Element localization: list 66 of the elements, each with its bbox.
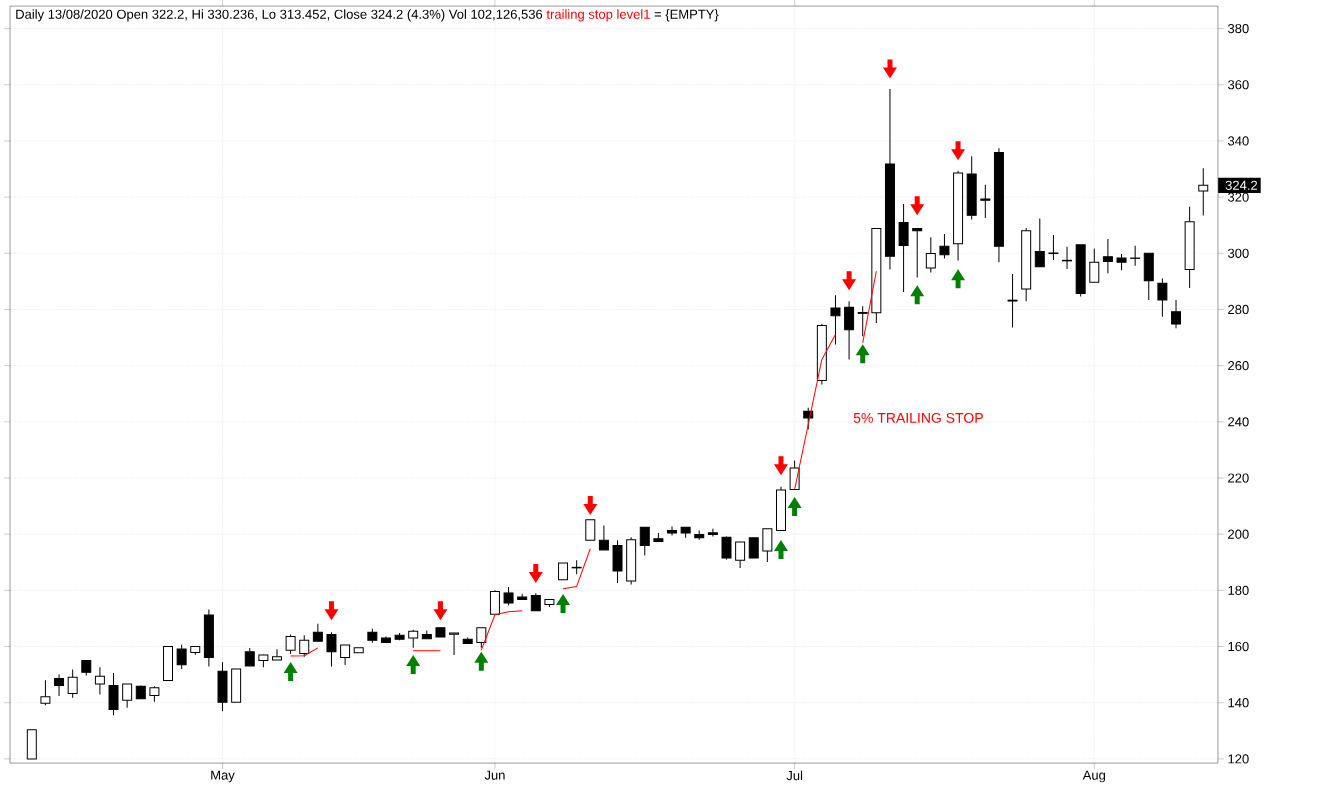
candlestick	[667, 526, 678, 537]
point	[583, 496, 598, 516]
y-tick-label: 120	[1228, 754, 1249, 764]
annotation: = {EMPTY}	[654, 9, 719, 22]
candlestick	[844, 300, 855, 360]
point	[474, 651, 489, 671]
candlestick	[203, 608, 214, 667]
candlestick	[816, 323, 827, 385]
x-tick-label: Jun	[484, 770, 505, 780]
candlestick	[857, 305, 868, 337]
point	[951, 141, 966, 161]
candlestick	[1130, 245, 1141, 267]
candlestick	[612, 539, 623, 584]
chart-title: Daily 13/08/2020 Open 322.2, Hi 330.236, Lo 313.452, Close 324.2 (4.3%) Vol 102,126,536	[16, 9, 543, 22]
candlestick	[993, 147, 1004, 263]
point	[406, 654, 421, 674]
candlestick	[1048, 234, 1059, 261]
candlestick	[54, 674, 65, 697]
point	[283, 661, 298, 681]
y-tick-label: 240	[1228, 417, 1249, 427]
y-tick-label: 260	[1228, 360, 1249, 371]
point	[528, 564, 543, 584]
candlestick	[953, 170, 964, 262]
point	[787, 497, 802, 517]
point	[433, 601, 448, 621]
candlestick	[1102, 238, 1113, 274]
point	[910, 196, 925, 216]
point	[556, 593, 571, 613]
candlestick	[1198, 167, 1209, 216]
y-tick-label: 140	[1228, 698, 1249, 708]
candlestick	[830, 294, 841, 346]
point	[324, 601, 339, 621]
candlestick	[1171, 299, 1182, 329]
candlestick	[1062, 246, 1073, 270]
point	[882, 59, 897, 79]
y-tick-label: 160	[1228, 641, 1249, 652]
candlestick	[966, 155, 977, 221]
x-tick-label: Aug	[1082, 770, 1106, 783]
point	[773, 456, 788, 476]
point	[910, 285, 925, 305]
candlestick	[980, 184, 991, 219]
candlestick	[939, 233, 950, 260]
y-tick-label: 280	[1228, 304, 1249, 315]
candlestick	[1184, 206, 1195, 289]
candlestick	[884, 88, 895, 271]
candlestick	[898, 203, 909, 293]
annotation: 5% TRAILING STOP	[853, 412, 983, 423]
y-tick-label: 300	[1228, 248, 1249, 258]
y-tick-label: 180	[1228, 585, 1249, 595]
x-tick-label: May	[211, 770, 235, 783]
point	[855, 344, 870, 364]
candlestick	[94, 666, 105, 696]
y-tick-label: 220	[1228, 473, 1249, 483]
point	[842, 271, 857, 291]
y-tick-label: 340	[1228, 136, 1249, 146]
point	[773, 540, 788, 560]
text: trailing stop level1	[546, 9, 650, 22]
y-tick-label: 380	[1228, 23, 1249, 34]
x-tick-label: Jul	[786, 770, 803, 781]
point	[951, 269, 966, 289]
y-tick-label: 200	[1228, 529, 1249, 539]
candlestick	[707, 528, 718, 537]
candlestick	[1007, 273, 1018, 328]
y-tick-label: 320	[1228, 192, 1249, 202]
y-tick-label: 360	[1228, 80, 1249, 90]
annotation: 324.2	[1225, 180, 1258, 190]
